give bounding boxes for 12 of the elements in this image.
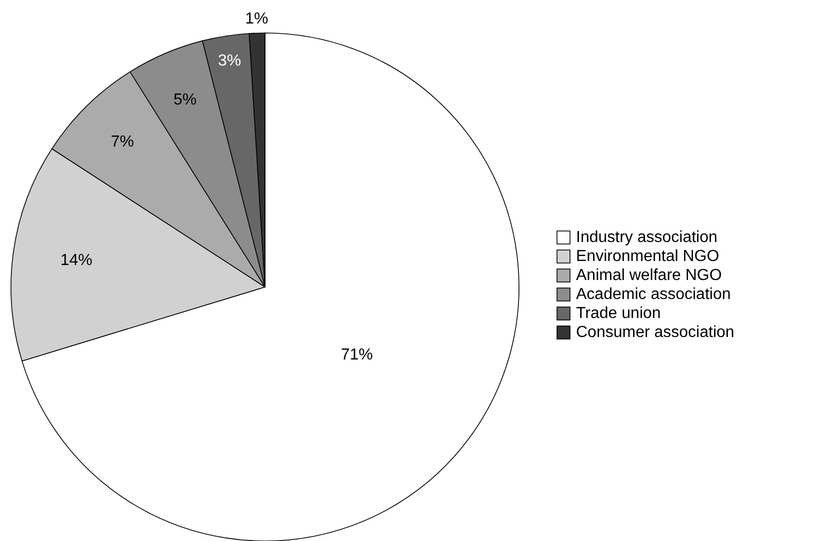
data-label: 1% xyxy=(245,10,268,28)
legend-label: Industry association xyxy=(576,229,718,246)
data-label: 5% xyxy=(173,92,197,109)
data-label: 7% xyxy=(110,134,134,151)
legend-label: Academic association xyxy=(576,286,731,303)
data-label: 14% xyxy=(60,252,92,269)
legend-label: Animal welfare NGO xyxy=(576,267,722,284)
data-label: 3% xyxy=(218,52,242,70)
legend-label: Consumer association xyxy=(576,324,734,341)
legend-label: Trade union xyxy=(576,305,661,322)
legend-label: Environmental NGO xyxy=(576,248,720,265)
data-label: 71% xyxy=(340,346,373,364)
